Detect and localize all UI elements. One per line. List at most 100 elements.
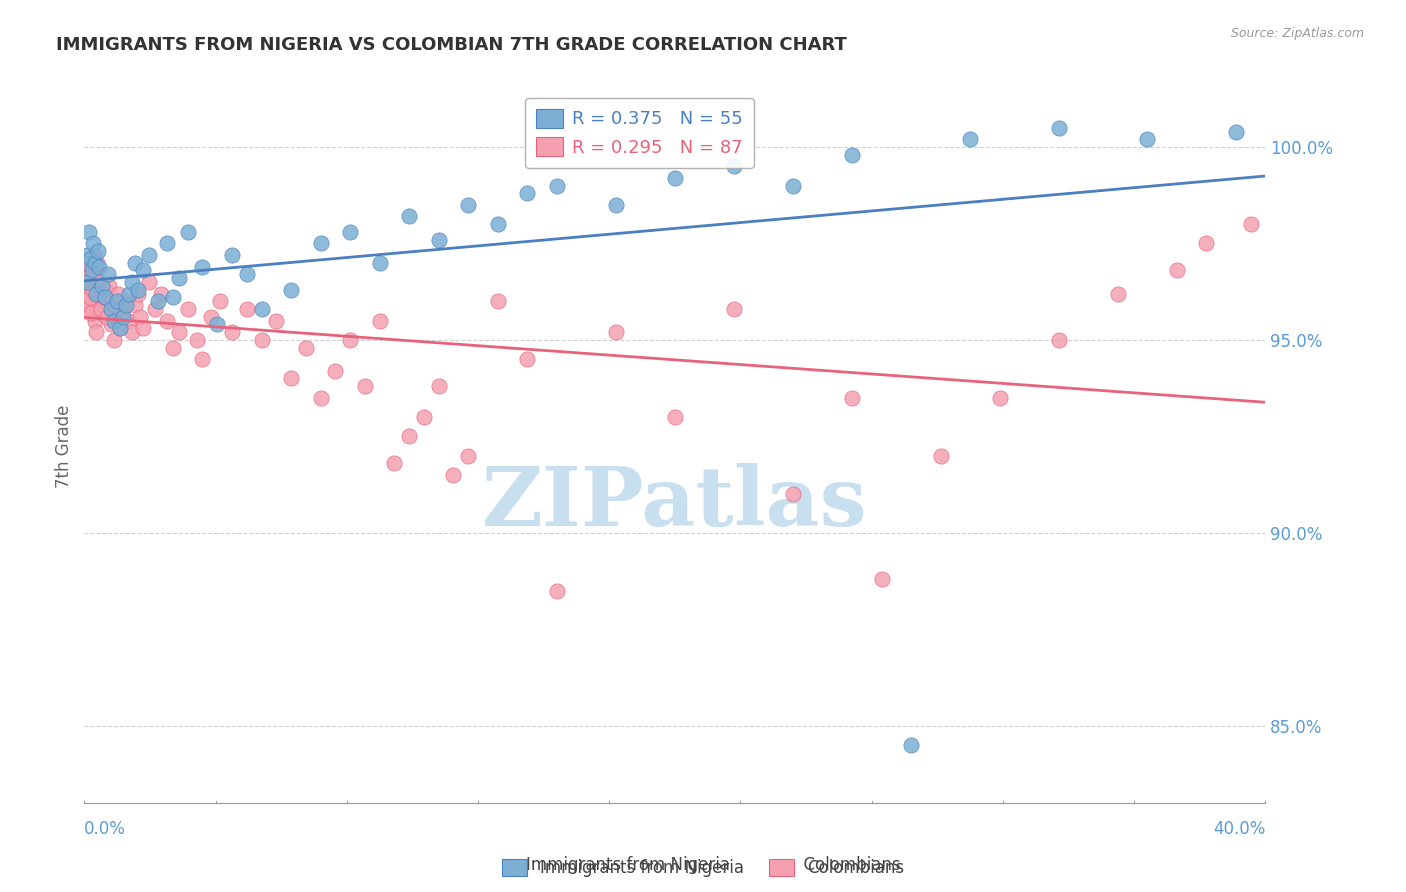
- Point: [127, 283, 149, 297]
- Text: 0.0%: 0.0%: [84, 820, 127, 838]
- Point: [221, 325, 243, 339]
- Point: [103, 313, 125, 327]
- Point: [93, 291, 115, 305]
- Point: [1166, 263, 1188, 277]
- Point: [929, 449, 952, 463]
- Point: [124, 298, 146, 312]
- Point: [546, 178, 568, 193]
- Point: [150, 286, 173, 301]
- Point: [870, 572, 893, 586]
- Point: [76, 271, 98, 285]
- Point: [382, 456, 406, 470]
- Point: [441, 467, 464, 482]
- Point: [295, 341, 318, 355]
- Point: [236, 268, 259, 282]
- Point: [156, 313, 179, 327]
- Point: [236, 301, 259, 316]
- Text: Immigrants from Nigeria              Colombians: Immigrants from Nigeria Colombians: [505, 856, 901, 874]
- Point: [723, 301, 745, 316]
- Point: [79, 252, 101, 266]
- Point: [664, 170, 686, 185]
- Point: [124, 256, 146, 270]
- Point: [250, 333, 273, 347]
- Point: [162, 341, 184, 355]
- Point: [105, 294, 128, 309]
- Point: [209, 294, 232, 309]
- Point: [1225, 125, 1247, 139]
- Point: [79, 291, 101, 305]
- Point: [86, 301, 108, 316]
- Point: [132, 263, 155, 277]
- Point: [84, 263, 107, 277]
- Point: [77, 225, 100, 239]
- Point: [84, 286, 107, 301]
- Point: [111, 301, 134, 316]
- Point: [105, 310, 128, 324]
- Point: [398, 210, 420, 224]
- Point: [339, 225, 361, 239]
- Point: [138, 275, 160, 289]
- Point: [80, 306, 103, 320]
- Point: [841, 148, 863, 162]
- Point: [114, 298, 136, 312]
- Point: [368, 313, 391, 327]
- Point: [82, 294, 104, 309]
- Point: [605, 325, 627, 339]
- Text: 40.0%: 40.0%: [1213, 820, 1265, 838]
- Point: [90, 301, 112, 316]
- Point: [486, 294, 509, 309]
- Point: [167, 325, 190, 339]
- Point: [264, 313, 288, 327]
- Point: [516, 352, 538, 367]
- Point: [1136, 132, 1159, 146]
- Point: [80, 301, 103, 316]
- Point: [280, 371, 302, 385]
- Point: [82, 283, 104, 297]
- Point: [162, 291, 184, 305]
- Point: [841, 391, 863, 405]
- Point: [200, 310, 222, 324]
- Point: [280, 283, 302, 297]
- Point: [75, 263, 97, 277]
- Point: [97, 268, 120, 282]
- Point: [457, 449, 479, 463]
- Point: [100, 301, 122, 316]
- Point: [83, 313, 105, 327]
- Point: [108, 321, 131, 335]
- Point: [86, 256, 108, 270]
- Point: [77, 298, 100, 312]
- Point: [82, 236, 104, 251]
- Point: [354, 379, 377, 393]
- Point: [186, 333, 208, 347]
- Point: [91, 279, 114, 293]
- Point: [101, 294, 124, 309]
- Point: [368, 256, 391, 270]
- Legend: R = 0.375   N = 55, R = 0.295   N = 87: R = 0.375 N = 55, R = 0.295 N = 87: [526, 98, 754, 168]
- Point: [1240, 217, 1263, 231]
- Legend: Immigrants from Nigeria, Colombians: Immigrants from Nigeria, Colombians: [495, 852, 911, 884]
- Point: [111, 310, 134, 324]
- Point: [250, 301, 273, 316]
- Point: [177, 225, 200, 239]
- Point: [398, 429, 420, 443]
- Point: [782, 487, 804, 501]
- Point: [94, 291, 117, 305]
- Point: [723, 159, 745, 173]
- Point: [83, 248, 105, 262]
- Point: [97, 294, 120, 309]
- Point: [118, 313, 141, 327]
- Point: [486, 217, 509, 231]
- Point: [413, 410, 436, 425]
- Point: [427, 233, 450, 247]
- Point: [91, 306, 114, 320]
- Point: [104, 298, 127, 312]
- Point: [77, 275, 100, 289]
- Point: [80, 263, 103, 277]
- Point: [323, 364, 347, 378]
- Point: [107, 286, 129, 301]
- Point: [76, 248, 98, 262]
- Text: Source: ZipAtlas.com: Source: ZipAtlas.com: [1230, 27, 1364, 40]
- Point: [84, 325, 107, 339]
- Point: [121, 325, 143, 339]
- Point: [1047, 333, 1070, 347]
